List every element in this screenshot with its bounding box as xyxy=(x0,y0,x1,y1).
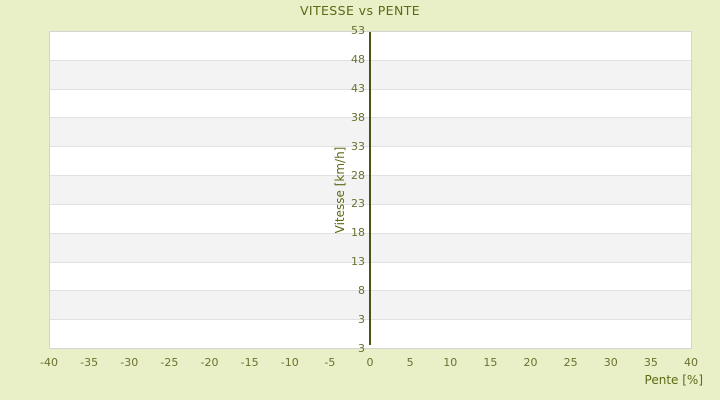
y-tick-label: 33 xyxy=(351,139,365,153)
y-tick-label: 53 xyxy=(351,24,365,37)
y-tick-label: 8 xyxy=(358,284,365,298)
y-tick-label: 3 xyxy=(358,313,365,327)
x-tick-label: 10 xyxy=(443,356,458,369)
x-tick-label: -30 xyxy=(120,356,139,369)
y-tick-label: 38 xyxy=(351,110,365,124)
y-tick-label: 48 xyxy=(351,52,365,66)
x-tick-label: -10 xyxy=(280,356,299,369)
y-tick-label: 43 xyxy=(351,81,365,95)
x-tick-label: -40 xyxy=(40,356,58,369)
x-tick-label: 20 xyxy=(523,356,538,369)
x-tick-label: 35 xyxy=(643,356,658,369)
y-tick-label: 18 xyxy=(351,226,365,240)
x-tick-label: -25 xyxy=(160,356,179,369)
x-tick-label: -15 xyxy=(240,356,259,369)
x-tick-label: -35 xyxy=(80,356,99,369)
x-tick-label: 40 xyxy=(684,356,698,369)
y-tick-label: 23 xyxy=(351,197,365,211)
x-tick-label: 30 xyxy=(603,356,618,369)
x-tick-label: 25 xyxy=(563,356,578,369)
chart-title: VITESSE vs PENTE xyxy=(299,3,421,18)
plot-area xyxy=(49,31,692,349)
x-axis-title: Pente [%] xyxy=(644,373,703,387)
x-tick-label: -5 xyxy=(324,356,336,369)
y-tick-label: 28 xyxy=(351,168,365,182)
y-axis-title: Vitesse [km/h] xyxy=(333,146,347,234)
y-tick-label: 3 xyxy=(358,342,365,355)
x-tick-label: 0 xyxy=(366,356,374,369)
y-tick-label: 13 xyxy=(351,255,365,269)
x-tick-label: 15 xyxy=(483,356,498,369)
x-tick-label: 5 xyxy=(406,356,414,369)
x-tick-label: -20 xyxy=(200,356,219,369)
zero-axis-line xyxy=(369,32,371,345)
